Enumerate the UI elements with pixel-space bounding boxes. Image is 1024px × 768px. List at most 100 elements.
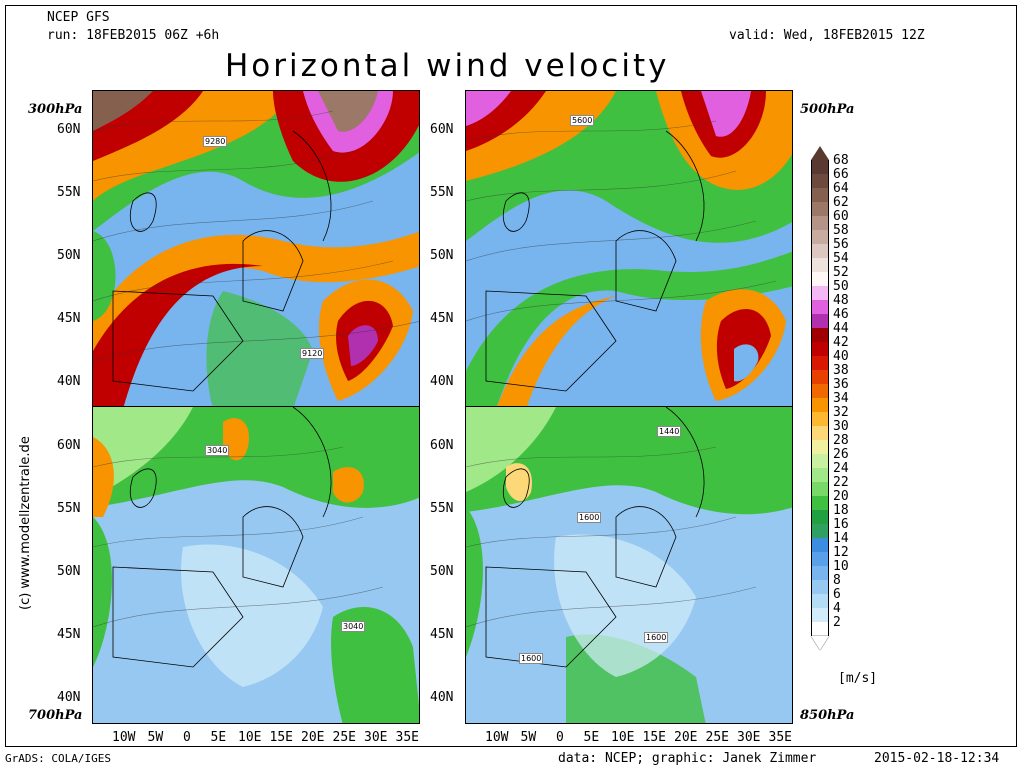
colorbar-tick-label: 52: [833, 265, 849, 280]
height-label: 9120: [300, 348, 325, 359]
height-label: 5600: [570, 115, 595, 126]
lon-tick-label: 0: [556, 730, 564, 745]
lon-tick-label: 10E: [238, 730, 262, 745]
lat-tick-label: 45N: [430, 311, 454, 326]
lat-tick-label: 45N: [57, 311, 81, 326]
colorbar-segment: [811, 524, 829, 538]
lon-tick-label: 25E: [705, 730, 729, 745]
footer-credit: data: NCEP; graphic: Janek Zimmer: [558, 751, 817, 766]
colorbar-segment: [811, 314, 829, 328]
colorbar-segment: [811, 482, 829, 496]
colorbar-segment: [811, 370, 829, 384]
colorbar-segment: [811, 216, 829, 230]
colorbar-tick-label: 14: [833, 531, 849, 546]
colorbar-tick-label: 48: [833, 293, 849, 308]
colorbar-tick-label: 58: [833, 223, 849, 238]
colorbar-segment: [811, 510, 829, 524]
lat-tick-label: 50N: [57, 248, 81, 263]
colorbar-tick-label: 34: [833, 391, 849, 406]
lon-tick-label: 5E: [583, 730, 600, 745]
colorbar-tick-label: 30: [833, 419, 849, 434]
colorbar-segment: [811, 608, 829, 622]
colorbar-max-arrow: [811, 146, 829, 160]
level-label-500: 500hPa: [800, 102, 855, 117]
colorbar-segment: [811, 426, 829, 440]
map-panel-850hpa: [465, 406, 793, 724]
colorbar-segment: [811, 440, 829, 454]
colorbar-segment: [811, 622, 829, 636]
colorbar-segment: [811, 174, 829, 188]
colorbar-tick-label: 40: [833, 349, 849, 364]
colorbar-segment: [811, 468, 829, 482]
lon-tick-label: 10W: [485, 730, 509, 745]
lon-tick-label: 5W: [520, 730, 537, 745]
lat-tick-label: 40N: [57, 374, 81, 389]
lat-tick-label: 55N: [430, 185, 454, 200]
colorbar-tick-label: 16: [833, 517, 849, 532]
lat-tick-label: 60N: [57, 122, 81, 137]
colorbar-segment: [811, 454, 829, 468]
colorbar-segment: [811, 202, 829, 216]
colorbar-tick-label: 64: [833, 181, 849, 196]
colorbar-tick-label: 28: [833, 433, 849, 448]
map-panel-500hpa: [465, 90, 793, 408]
lat-tick-label: 45N: [57, 627, 81, 642]
colorbar-segment: [811, 272, 829, 286]
lat-tick-label: 60N: [430, 122, 454, 137]
model-label: NCEP GFS: [47, 10, 110, 25]
colorbar-tick-label: 18: [833, 503, 849, 518]
lon-tick-label: 30E: [737, 730, 761, 745]
run-label: run: 18FEB2015 06Z +6h: [47, 28, 220, 43]
height-label: 9280: [203, 136, 228, 147]
lat-tick-label: 50N: [57, 564, 81, 579]
valid-label: valid: Wed, 18FEB2015 12Z: [729, 28, 925, 43]
lon-tick-label: 35E: [768, 730, 792, 745]
colorbar-segment: [811, 160, 829, 174]
lat-tick-label: 55N: [57, 185, 81, 200]
lat-tick-label: 50N: [430, 564, 454, 579]
colorbar-min-arrow: [811, 636, 829, 650]
colorbar-tick-label: 26: [833, 447, 849, 462]
figure-frame: [5, 5, 1017, 747]
lon-tick-label: 20E: [301, 730, 325, 745]
colorbar-segment: [811, 244, 829, 258]
colorbar-segment: [811, 188, 829, 202]
chart-title: Horizontal wind velocity: [225, 48, 670, 84]
colorbar-tick-label: 60: [833, 209, 849, 224]
lon-tick-label: 0: [183, 730, 191, 745]
colorbar-tick-label: 4: [833, 601, 841, 616]
colorbar-tick-label: 62: [833, 195, 849, 210]
colorbar-segment: [811, 594, 829, 608]
height-label: 1600: [644, 632, 669, 643]
colorbar-tick-label: 44: [833, 321, 849, 336]
level-label-850: 850hPa: [800, 708, 855, 723]
colorbar-segment: [811, 230, 829, 244]
lon-tick-label: 30E: [364, 730, 388, 745]
colorbar-tick-label: 32: [833, 405, 849, 420]
colorbar-tick-label: 8: [833, 573, 841, 588]
lon-tick-label: 35E: [395, 730, 419, 745]
colorbar-segment: [811, 286, 829, 300]
height-label: 3040: [205, 445, 230, 456]
colorbar-segment: [811, 384, 829, 398]
map-panel-700hpa: [92, 406, 420, 724]
colorbar-tick-label: 38: [833, 363, 849, 378]
footer-software: GrADS: COLA/IGES: [5, 752, 111, 765]
level-label-300: 300hPa: [28, 102, 83, 117]
colorbar-tick-label: 10: [833, 559, 849, 574]
colorbar-segment: [811, 258, 829, 272]
watermark: (c) www.modellzentrale.de: [18, 436, 33, 610]
lat-tick-label: 60N: [430, 438, 454, 453]
colorbar-segment: [811, 342, 829, 356]
colorbar-tick-label: 2: [833, 615, 841, 630]
lat-tick-label: 40N: [57, 690, 81, 705]
colorbar-tick-label: 56: [833, 237, 849, 252]
colorbar-segment: [811, 538, 829, 552]
colorbar-segment: [811, 566, 829, 580]
colorbar-segment: [811, 412, 829, 426]
colorbar: [811, 146, 829, 650]
lon-tick-label: 15E: [269, 730, 293, 745]
lat-tick-label: 60N: [57, 438, 81, 453]
colorbar-segment: [811, 552, 829, 566]
colorbar-segment: [811, 398, 829, 412]
